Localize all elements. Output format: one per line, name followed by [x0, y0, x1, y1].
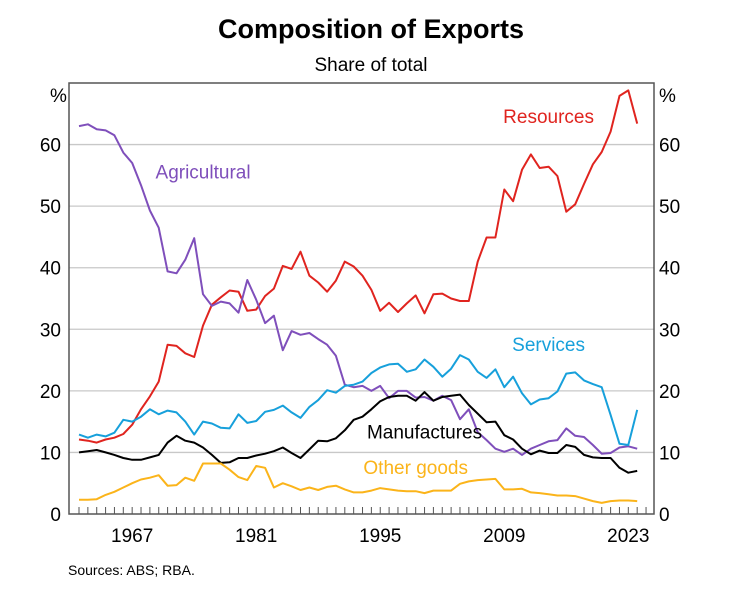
- series-label-other-goods: Other goods: [363, 458, 468, 479]
- x-tick-label: 1967: [111, 526, 153, 547]
- chart-subtitle: Share of total: [314, 55, 428, 76]
- series-label-resources: Resources: [503, 107, 594, 128]
- axis-labels: % % 0 0 10 10 20 20 30 30 40 40 50 50 60 60 1967 1981 19…: [40, 86, 680, 547]
- series-line-agricultural: [78, 123, 638, 456]
- x-tick-label: 2009: [483, 526, 525, 547]
- y-tick-label-left: 20: [40, 382, 61, 403]
- x-tick-label: 2023: [607, 526, 649, 547]
- y-axis-unit-left: %: [50, 86, 67, 107]
- y-tick-label-right: 40: [659, 259, 680, 280]
- series-label-agricultural: Agricultural: [156, 162, 251, 183]
- y-tick-label-right: 30: [659, 320, 680, 341]
- x-tick-label: 1981: [235, 526, 277, 547]
- series-annotations: Resources Agricultural Services Manufacture…: [156, 107, 594, 479]
- y-tick-label-right: 60: [659, 136, 680, 157]
- y-tick-label-left: 30: [40, 320, 61, 341]
- series-lines: [78, 89, 639, 504]
- y-tick-label-left: 40: [40, 259, 61, 280]
- plot-frame: [68, 82, 655, 515]
- y-tick-label-right: 0: [659, 505, 670, 526]
- series-line-resources: [78, 89, 639, 444]
- y-axis-unit-right: %: [659, 86, 676, 107]
- y-tick-label-left: 0: [50, 505, 61, 526]
- series-line-other-goods: [79, 462, 638, 504]
- y-tick-label-right: 50: [659, 197, 680, 218]
- y-tick-label-right: 20: [659, 382, 680, 403]
- y-tick-label-right: 10: [659, 443, 680, 464]
- chart-title: Composition of Exports: [218, 14, 524, 44]
- y-tick-label-left: 10: [40, 443, 61, 464]
- x-axis-ticks: [78, 507, 647, 514]
- x-tick-label: 1995: [359, 526, 401, 547]
- series-label-services: Services: [512, 335, 585, 356]
- source-note: Sources: ABS; RBA.: [68, 562, 195, 578]
- series-line-services: [78, 354, 639, 446]
- gridlines: [69, 143, 654, 454]
- y-tick-label-left: 50: [40, 197, 61, 218]
- series-line-manufactures: [78, 391, 638, 474]
- y-tick-label-left: 60: [40, 136, 61, 157]
- series-label-manufactures: Manufactures: [367, 422, 482, 443]
